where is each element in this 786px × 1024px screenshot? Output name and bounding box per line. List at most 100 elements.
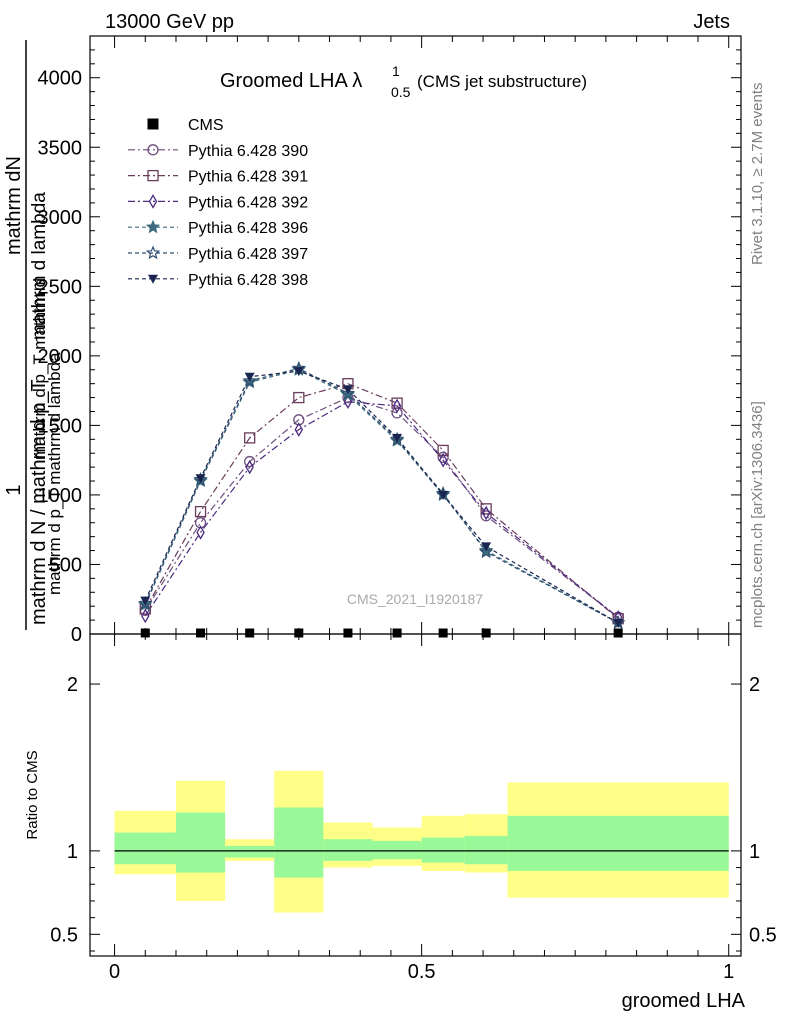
x-axis-label: groomed LHA [622, 990, 746, 1012]
series-point-6-7 [481, 542, 492, 552]
ratio-ytick-label-right: 1 [749, 841, 760, 863]
series-point-0-2 [245, 628, 255, 638]
ratio-xtick-label: 0.5 [408, 961, 436, 983]
ratio-band-inner-7 [464, 835, 508, 865]
main-ytick-label: 0 [71, 624, 82, 646]
series-point-0-6 [438, 628, 448, 638]
series-point-5-2 [242, 373, 257, 387]
ylabel-dpt-d: mathrm d p_T mathrm d [30, 278, 49, 460]
series-point-3-2 [245, 459, 254, 475]
series-point-0-5 [392, 628, 402, 638]
main-ytick-label: 4000 [38, 68, 83, 90]
ratio-band-inner-8 [507, 815, 729, 871]
ratio-ytick-label: 1 [67, 841, 78, 863]
ylabel-dn: mathrm dN [3, 156, 25, 255]
title-main: Groomed LHA λ [220, 70, 362, 92]
ylabel-dlambda: mathrm d lambda [29, 192, 50, 340]
legend-marker-1 [147, 144, 159, 156]
series-point-3-6 [438, 452, 448, 468]
series-point-0-3 [294, 628, 304, 638]
ratio-band-inner-3 [274, 807, 324, 878]
series-point-6-6 [438, 490, 449, 500]
ratio-xtick-label: 1 [723, 961, 734, 983]
title-subscript: 0.5 [391, 84, 411, 100]
mcplots-label: mcplots.cern.ch [arXiv:1306.3436] [749, 401, 766, 628]
series-point-0-0 [140, 628, 150, 638]
series-line-5 [144, 367, 619, 624]
title-suffix: (CMS jet substructure) [417, 72, 587, 91]
legend: CMS Pythia 6.428 390 Pythia 6.428 391 Pythi… [128, 117, 308, 289]
legend-marker-3 [148, 194, 158, 209]
series-point-1-7 [480, 510, 492, 522]
legend-marker-4 [145, 219, 161, 234]
legend-label-1: Pythia 6.428 390 [188, 143, 308, 160]
ratio-ytick-label: 0.5 [50, 924, 78, 946]
series-point-3-1 [196, 525, 205, 540]
legend-marker-0 [147, 118, 159, 130]
series-point-6-8 [613, 618, 624, 628]
series-point-2-7 [480, 503, 492, 515]
series-point-0-1 [196, 628, 206, 638]
main-panel: 0 500 1000 1500 2000 2500 3000 3500 4000 [38, 35, 742, 646]
ratio-band-inner-5 [372, 840, 422, 860]
series-point-5-0 [138, 595, 153, 610]
series-point-2-2 [244, 432, 256, 444]
ratio-y-label: Ratio to CMS [24, 750, 41, 839]
series-point-3-4 [343, 394, 353, 410]
series-point-2-1 [194, 505, 207, 518]
series-point-6-1 [195, 474, 206, 484]
ratio-band-inner-0 [114, 832, 176, 865]
ratio-ytick-label-right: 2 [749, 674, 760, 696]
main-ytick-label: 1500 [38, 415, 83, 437]
ratio-panel: 0 0.5 1 0.5 0.5 1 1 2 2 [50, 633, 777, 983]
series-point-0-4 [343, 628, 353, 638]
series-point-3-5 [392, 398, 402, 414]
series-point-6-3 [293, 367, 304, 377]
ylabel-dpt-dlambda: mathrm d p_T mathrm d lambda [45, 352, 64, 595]
svg-text:Groomed LHA λ: Groomed LHA λ [220, 70, 362, 92]
ratio-band-inner-2 [225, 845, 275, 858]
series-point-5-4 [340, 385, 356, 400]
ratio-band-inner-6 [421, 837, 465, 863]
series-point-0-8 [613, 628, 623, 638]
main-ytick-label: 3500 [38, 137, 83, 159]
rivet-version-label: Rivet 3.1.10, ≥ 2.7M events [749, 83, 766, 266]
main-ytick-label: 2500 [38, 276, 83, 298]
series-point-6-5 [392, 433, 403, 443]
series-line-2 [144, 383, 619, 620]
process-label: Jets [693, 11, 730, 33]
ylabel-one: 1 [3, 484, 25, 495]
legend-label-6: Pythia 6.428 398 [188, 272, 308, 289]
series-point-1-6 [437, 451, 449, 464]
legend-marker-6 [148, 274, 158, 284]
legend-label-2: Pythia 6.428 391 [188, 169, 308, 186]
series-point-6-0 [140, 596, 151, 606]
main-ytick-label: 500 [49, 554, 82, 576]
legend-marker-2 [147, 169, 159, 182]
series-point-0-7 [481, 628, 491, 638]
main-ytick-label: 2000 [38, 346, 83, 368]
legend-label-4: Pythia 6.428 396 [188, 220, 308, 237]
series-point-6-2 [244, 372, 255, 382]
ylabel-denominator: mathrm d N / mathrm d p_T [28, 379, 50, 625]
series-point-3-7 [481, 505, 491, 521]
ratio-band-inner-1 [175, 812, 226, 873]
ratio-ytick-label: 2 [67, 674, 78, 696]
series-point-6-4 [342, 385, 353, 395]
series-point-5-7 [478, 544, 494, 559]
legend-label-0: CMS [188, 117, 224, 134]
series-point-2-5 [391, 397, 403, 409]
main-ytick-label: 3000 [38, 207, 83, 229]
ratio-band-inner-4 [323, 839, 373, 861]
series-point-2-3 [293, 391, 305, 404]
ratio-frame [89, 633, 742, 957]
plot-title: Groomed LHA λ 1 0.5 (CMS jet substructur… [220, 63, 587, 100]
series-point-3-3 [294, 422, 304, 437]
beam-label: 13000 GeV pp [105, 11, 234, 33]
ratio-xtick-label: 0 [109, 961, 120, 983]
series-line-3 [144, 401, 619, 618]
main-ytick-label: 1000 [38, 485, 83, 507]
series-point-3-0 [141, 608, 150, 624]
series-point-1-2 [244, 455, 256, 468]
